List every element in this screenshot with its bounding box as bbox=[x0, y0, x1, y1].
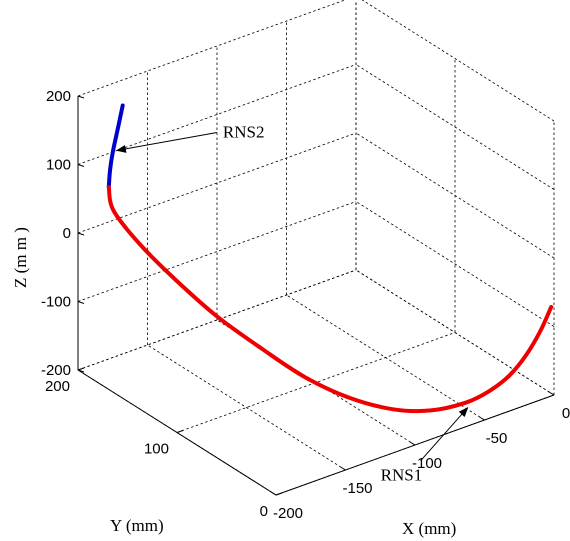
z-axis-label: Z (m m ) bbox=[11, 227, 30, 288]
x-tick-mark bbox=[270, 491, 277, 496]
annotation-arrow bbox=[115, 131, 218, 153]
x-tick-label: -150 bbox=[342, 480, 372, 497]
x-tick-mark bbox=[548, 391, 555, 396]
grid-line-back-z bbox=[77, 132, 357, 234]
y-tick-label: 200 bbox=[45, 378, 70, 395]
z-tick-mark bbox=[77, 164, 85, 167]
x-tick-label: -100 bbox=[412, 455, 442, 472]
x-tick-label: 0 bbox=[562, 405, 570, 422]
series-line-rns1 bbox=[106, 185, 554, 414]
grid-line-floor-x bbox=[147, 344, 346, 471]
grid-line-back-z bbox=[77, 201, 357, 302]
z-tick-label: -200 bbox=[41, 362, 71, 379]
grid-line-side-z bbox=[355, 64, 555, 190]
grid-line-floor-y bbox=[176, 332, 456, 433]
y-tick-label: 0 bbox=[260, 503, 268, 520]
x-tick-label: -200 bbox=[273, 505, 303, 522]
z-tick-mark bbox=[77, 301, 85, 304]
annotation-label: RNS1 bbox=[381, 466, 423, 485]
grid-line-side-z bbox=[355, 132, 555, 259]
z-tick-mark bbox=[77, 95, 85, 99]
z-tick-label: -100 bbox=[41, 294, 71, 311]
grid-line-side-z bbox=[361, 0, 555, 122]
y-axis-label: Y (mm) bbox=[110, 516, 164, 535]
grid-line-floor-y bbox=[77, 269, 357, 371]
z-tick-mark bbox=[77, 369, 85, 373]
y-tick-mark bbox=[176, 430, 184, 433]
z-tick-label: 200 bbox=[46, 88, 71, 105]
x-axis-label: X (mm) bbox=[402, 519, 456, 538]
z-tick-mark bbox=[77, 232, 85, 236]
annotation-arrow bbox=[420, 406, 469, 462]
grid-line-back-z bbox=[77, 0, 347, 97]
grid-line-side-z bbox=[355, 201, 555, 327]
axes-box bbox=[77, 95, 555, 496]
x-tick-label: -50 bbox=[486, 430, 508, 447]
x-tick-mark bbox=[409, 441, 416, 446]
y-tick-label: 100 bbox=[144, 441, 169, 458]
annotation-layer: RNS2 RNS1 bbox=[115, 122, 469, 485]
series-layer bbox=[106, 103, 554, 414]
x-tick-mark bbox=[479, 416, 485, 421]
y-tick-mark bbox=[275, 492, 283, 496]
grid-line-back-z bbox=[77, 64, 357, 165]
x-tick-mark bbox=[340, 466, 346, 471]
z-tick-label: 0 bbox=[63, 225, 71, 242]
z-tick-label: 100 bbox=[46, 157, 71, 174]
annotation-label: RNS2 bbox=[223, 122, 265, 141]
y-tick-mark bbox=[77, 367, 85, 371]
series-line-rns2 bbox=[106, 103, 125, 190]
